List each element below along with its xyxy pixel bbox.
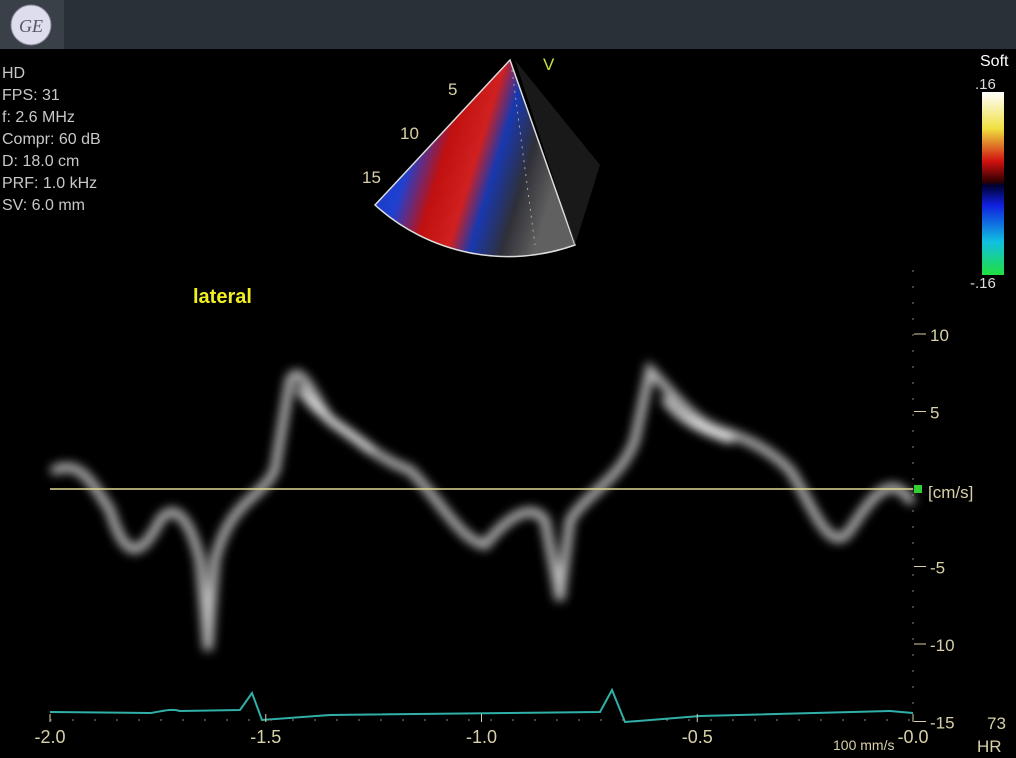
velocity-tick-label: -10: [930, 636, 955, 655]
top-bar: [0, 0, 1016, 49]
doppler-spectrum: [50, 360, 915, 651]
info-line: FPS: 31: [2, 87, 60, 104]
logo: GE: [19, 16, 43, 36]
time-tick-label: -0.0: [897, 727, 928, 747]
depth-label: 5: [448, 80, 457, 99]
color-bar-max: .16: [975, 76, 996, 93]
velocity-unit: [cm/s]: [928, 483, 973, 502]
time-tick-label: -1.5: [250, 727, 281, 747]
info-line: SV: 6.0 mm: [2, 197, 85, 214]
velocity-tick-label: 5: [930, 404, 939, 423]
time-tick-label: -0.5: [682, 727, 713, 747]
velocity-tick-label: 10: [930, 326, 949, 345]
color-bar-min: -.16: [970, 275, 996, 292]
depth-label: 15: [362, 168, 381, 187]
sweep-speed: 100 mm/s: [833, 737, 894, 753]
depth-label: 10: [400, 124, 419, 143]
time-tick-label: -1.0: [466, 727, 497, 747]
time-tick-label: -2.0: [34, 727, 65, 747]
logo-circle: [10, 4, 52, 46]
velocity-tick-label: -15: [930, 714, 955, 733]
info-line: PRF: 1.0 kHz: [2, 175, 97, 192]
heart-rate: 73: [987, 714, 1006, 733]
color-bar: [982, 92, 1004, 275]
info-line: f: 2.6 MHz: [2, 109, 75, 126]
info-line: D: 18.0 cm: [2, 153, 79, 170]
ecg-trace: [49, 687, 914, 724]
info-line: Compr: 60 dB: [2, 131, 101, 148]
sector-gray: [515, 60, 600, 245]
velocity-tick-label: -5: [930, 559, 945, 578]
sample-line: [511, 69, 536, 246]
sector-marker: V: [543, 55, 555, 74]
info-line: HD: [2, 65, 25, 82]
view-label: lateral: [193, 286, 252, 308]
heart-rate-label: HR: [977, 737, 1002, 756]
baseline-handle[interactable]: [914, 485, 922, 493]
color-bar-title: Soft: [980, 53, 1009, 70]
color-sector: [373, 58, 576, 258]
